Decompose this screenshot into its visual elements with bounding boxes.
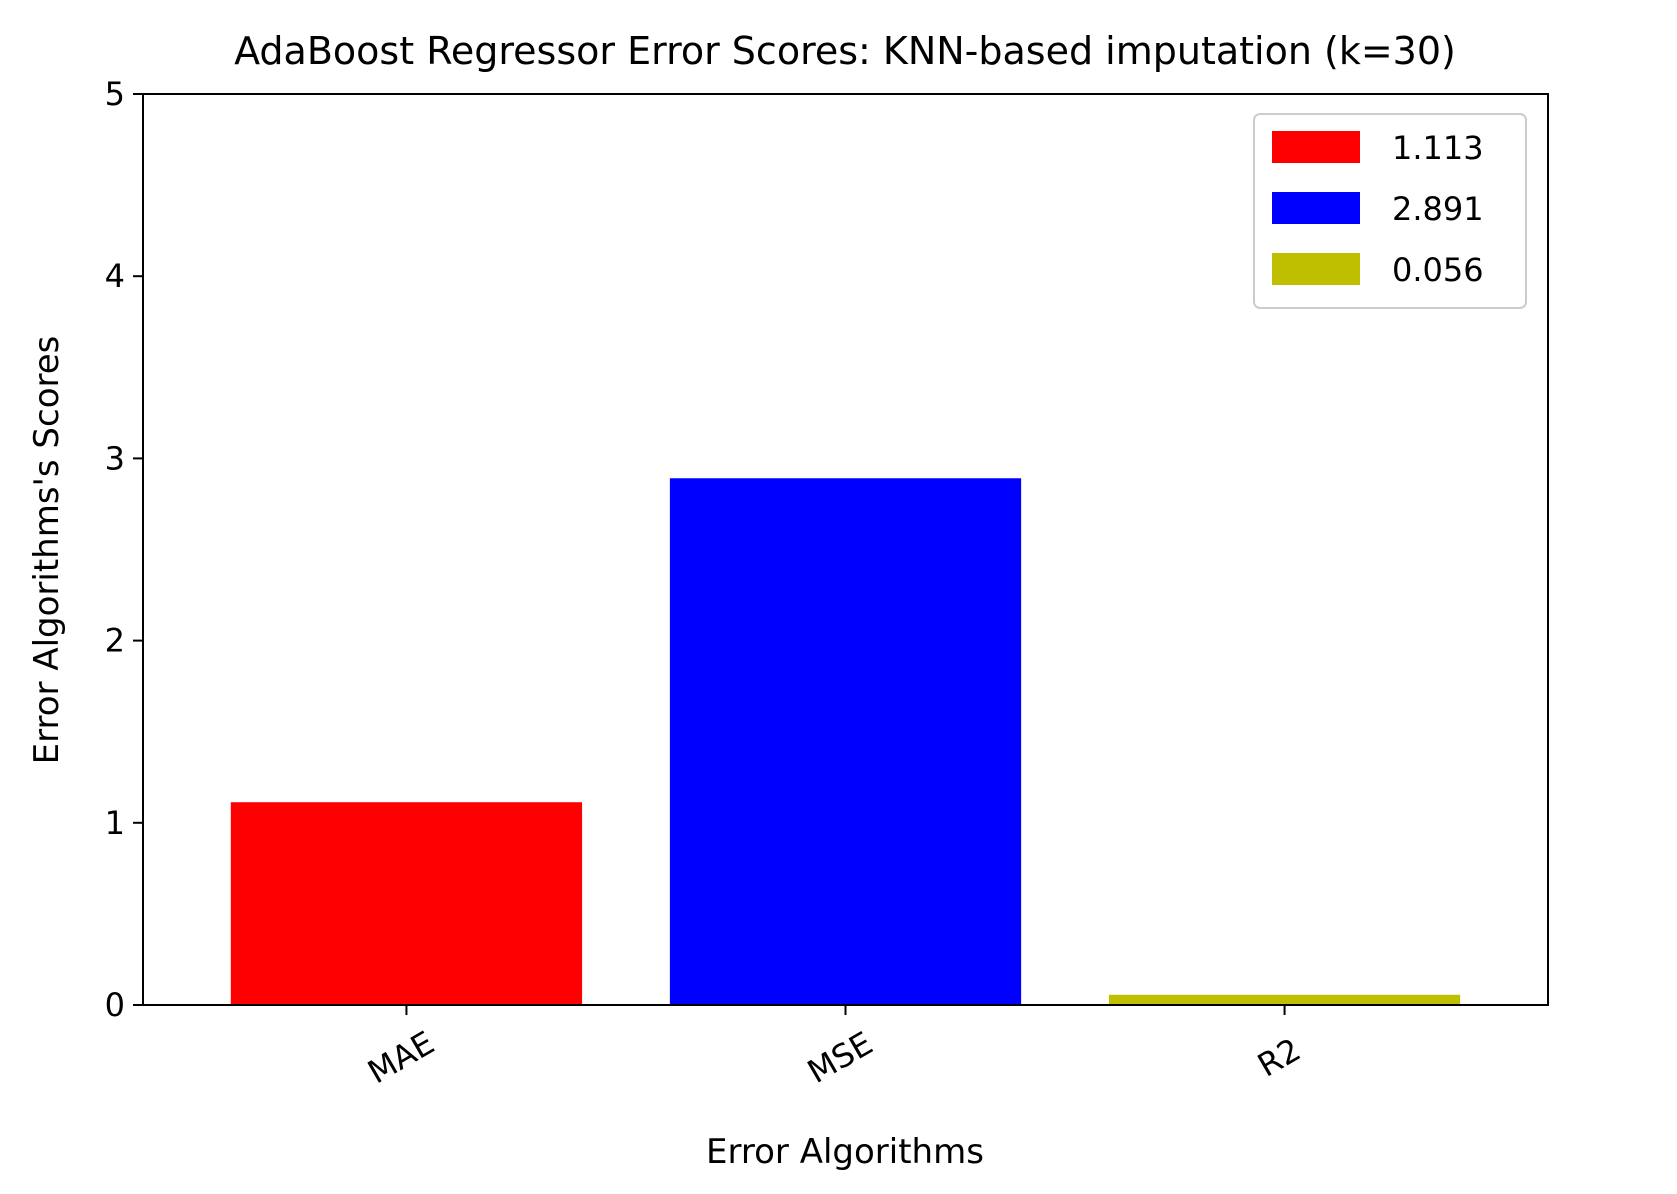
legend-label: 1.113 (1392, 129, 1484, 167)
bar-mae (230, 802, 583, 1005)
x-tick-label: MSE (801, 1024, 879, 1091)
y-axis-ticks: 0 1 2 3 4 5 (105, 75, 143, 1024)
y-tick-label: 1 (105, 804, 125, 842)
y-tick-label: 2 (105, 622, 125, 660)
y-tick-label: 0 (105, 986, 125, 1024)
y-tick-label: 3 (105, 439, 125, 477)
x-tick-label: R2 (1251, 1030, 1307, 1084)
legend-swatch (1272, 253, 1360, 285)
bar-r2 (1108, 994, 1461, 1005)
legend-swatch (1272, 192, 1360, 224)
legend: 1.113 2.891 0.056 (1253, 113, 1527, 309)
bar-mse (669, 478, 1022, 1006)
x-tick-label: MAE (361, 1024, 440, 1092)
bars-group (230, 478, 1461, 1006)
chart-title: AdaBoost Regressor Error Scores: KNN-bas… (234, 29, 1456, 73)
y-tick-label: 4 (105, 257, 125, 295)
y-tick-label: 5 (105, 75, 125, 113)
x-axis-label: Error Algorithms (706, 1132, 984, 1172)
legend-swatch (1272, 131, 1360, 163)
legend-label: 0.056 (1392, 251, 1484, 289)
y-axis-label: Error Algorithms's Scores (27, 336, 67, 765)
x-axis-ticks: MAE MSE R2 (361, 1005, 1307, 1091)
legend-label: 2.891 (1392, 190, 1484, 228)
